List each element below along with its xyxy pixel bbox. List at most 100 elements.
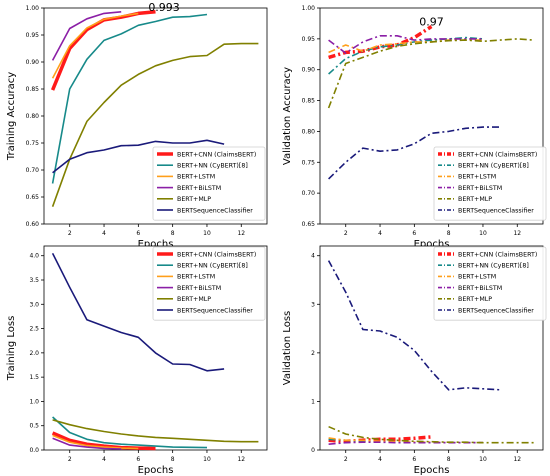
legend-label: BERT+BiLSTM <box>458 285 502 292</box>
x-tick-label: 2 <box>68 456 72 463</box>
series-line-5 <box>328 425 535 444</box>
legend-label: BERT+LSTM <box>458 174 496 181</box>
series-line-4 <box>52 437 122 450</box>
x-tick-label: 10 <box>203 230 211 237</box>
series-line-6 <box>52 139 225 174</box>
y-tick-label: 2 <box>311 350 315 357</box>
x-tick-label: 8 <box>171 456 175 463</box>
series-line-1 <box>328 435 432 444</box>
x-tick-label: 10 <box>479 456 487 463</box>
legend-label: BERTSequenceClassifier <box>177 307 253 314</box>
legend-label: BERT+MLP <box>458 196 492 203</box>
x-axis-label: Epochs <box>414 239 450 250</box>
x-tick-label: 6 <box>136 456 140 463</box>
chart-panel-1: 2 4 6 8 10 12 0.60 0.65 0.70 0.75 0.80 0.85 0.90 0.95… <box>6 1 268 250</box>
y-tick-label: 0.0 <box>29 447 39 454</box>
x-axis-label: Epochs <box>138 465 174 476</box>
y-tick-label: 0.5 <box>29 423 39 430</box>
y-tick-label: 4.0 <box>29 253 39 260</box>
legend-label: BERT+LSTM <box>177 174 215 181</box>
x-tick-label: 4 <box>378 230 382 237</box>
x-tick-label: 10 <box>479 230 487 237</box>
legend-label: BERT+BiLSTM <box>458 185 502 192</box>
legend-label: BERT+MLP <box>458 296 492 303</box>
x-tick-label: 10 <box>203 456 211 463</box>
legend: BERT+CNN (ClaimsBERT) BERT+NN (CyBERT)[8]… <box>152 246 266 321</box>
legend-box <box>433 246 547 321</box>
chart-panel-2: 2 4 6 8 10 12 0.65 0.70 0.75 0.80 0.85 0.90 0.95 1.00… <box>282 5 547 250</box>
series-line-4 <box>51 11 122 61</box>
x-tick-label: 12 <box>237 456 245 463</box>
x-tick-label: 6 <box>136 230 140 237</box>
series-line-5 <box>51 42 259 207</box>
series-line-3 <box>328 39 483 54</box>
legend-label: BERT+MLP <box>177 296 211 303</box>
y-tick-label: 0.90 <box>302 67 316 74</box>
legend-label: BERT+NN (CyBERT)[8] <box>458 163 529 170</box>
x-tick-label: 12 <box>513 230 521 237</box>
legend-label: BERT+MLP <box>177 196 211 203</box>
y-tick-label: 0.80 <box>302 128 316 135</box>
peak-annotation: 0.97 <box>419 16 444 29</box>
series-line-4 <box>328 441 483 445</box>
legend-label: BERTSequenceClassifier <box>458 307 534 314</box>
x-tick-label: 4 <box>102 230 106 237</box>
peak-annotation: 0.993 <box>148 1 180 14</box>
x-tick-label: 4 <box>102 456 106 463</box>
legend-label: BERTSequenceClassifier <box>177 207 253 214</box>
y-tick-label: 0.70 <box>26 167 40 174</box>
series-line-4 <box>328 34 483 54</box>
y-tick-label: 0 <box>311 447 315 454</box>
y-tick-label: 0.65 <box>26 194 40 201</box>
series-line-5 <box>327 38 535 109</box>
y-tick-label: 0.60 <box>26 221 40 228</box>
y-tick-label: 3.5 <box>29 277 39 284</box>
x-tick-label: 2 <box>344 456 348 463</box>
y-tick-label: 1.00 <box>302 5 316 12</box>
x-tick-label: 8 <box>171 230 175 237</box>
series-line-3 <box>52 434 139 450</box>
y-tick-label: 3 <box>311 301 315 308</box>
x-tick-label: 6 <box>412 230 416 237</box>
series-line-2 <box>52 416 208 449</box>
y-tick-label: 0.85 <box>26 86 40 93</box>
legend-label: BERT+CNN (ClaimsBERT) <box>177 251 256 258</box>
series-line-6 <box>327 260 501 391</box>
x-tick-label: 6 <box>412 456 416 463</box>
series-line-5 <box>52 419 259 443</box>
y-tick-label: 2.5 <box>29 326 39 333</box>
legend: BERT+CNN (ClaimsBERT) BERT+NN (CyBERT)[8]… <box>433 246 547 321</box>
x-axis-label: Epochs <box>138 239 174 250</box>
y-tick-label: 0.85 <box>302 98 316 105</box>
y-axis-label: Validation Accuracy <box>282 67 293 165</box>
legend-box <box>152 146 266 221</box>
series-line-3 <box>51 12 139 79</box>
legend: BERT+CNN (ClaimsBERT) BERT+NN (CyBERT)[8]… <box>152 146 266 221</box>
legend-box <box>152 246 266 321</box>
y-tick-label: 1.5 <box>29 374 39 381</box>
x-tick-label: 4 <box>378 456 382 463</box>
legend-label: BERTSequenceClassifier <box>458 207 534 214</box>
legend-label: BERT+CNN (ClaimsBERT) <box>458 151 537 158</box>
y-axis-label: Training Loss <box>6 316 17 382</box>
legend-label: BERT+NN (CyBERT)[8] <box>177 163 248 170</box>
x-tick-label: 8 <box>447 230 451 237</box>
chart-panel-3: 2 4 6 8 10 12 0.0 0.5 1.0 1.5 2.0 2.5 3.0 3.5 4.0 Epoch… <box>6 245 268 476</box>
legend-label: BERT+NN (CyBERT)[8] <box>177 263 248 270</box>
legend-label: BERT+BiLSTM <box>177 285 221 292</box>
legend-label: BERT+CNN (ClaimsBERT) <box>177 151 256 158</box>
legend-box <box>433 146 547 221</box>
x-tick-label: 2 <box>68 230 72 237</box>
legend-label: BERT+BiLSTM <box>177 185 221 192</box>
legend-label: BERT+CNN (ClaimsBERT) <box>458 251 537 258</box>
y-tick-label: 1 <box>311 398 315 405</box>
y-tick-label: 0.70 <box>302 190 316 197</box>
x-axis-label: Epochs <box>414 465 450 476</box>
y-tick-label: 0.95 <box>26 32 40 39</box>
y-tick-label: 2.0 <box>29 350 39 357</box>
y-tick-label: 0.95 <box>302 36 316 43</box>
legend-label: BERT+LSTM <box>458 274 496 281</box>
y-tick-label: 4 <box>311 253 315 260</box>
x-tick-label: 2 <box>344 230 348 237</box>
